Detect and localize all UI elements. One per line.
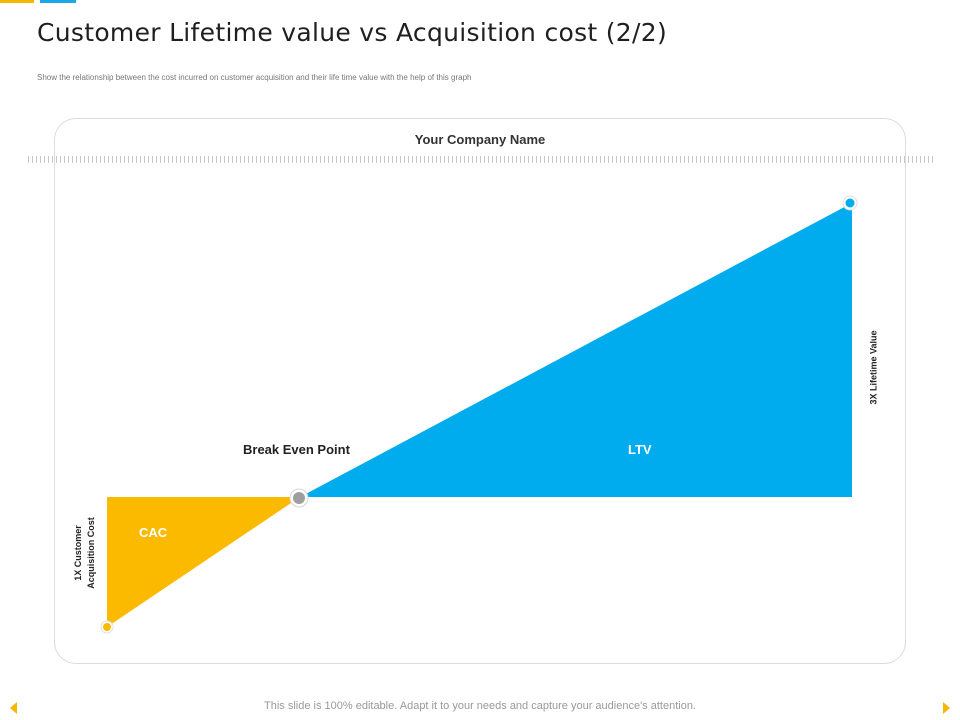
triangle-right-icon[interactable] — [943, 702, 950, 714]
triangle-left-icon[interactable] — [10, 702, 17, 714]
cac-axis-label-line2: Acquisition Cost — [86, 517, 96, 589]
cac-triangle — [107, 497, 300, 627]
page-subtitle: Show the relationship between the cost i… — [37, 73, 472, 82]
ltv-axis-label: 3X Lifetime Value — [868, 330, 879, 405]
page-title: Customer Lifetime value vs Acquisition c… — [37, 18, 667, 47]
diagram-panel — [54, 118, 906, 664]
break-even-label: Break Even Point — [243, 442, 350, 457]
cac-label: CAC — [139, 525, 168, 540]
cac-axis-label-line1: 1X Customer — [73, 525, 83, 581]
cac-axis-label: 1X Customer Acquisition Cost — [72, 508, 98, 598]
cac-marker — [100, 620, 114, 634]
dotted-divider — [28, 156, 934, 163]
break-even-marker — [289, 488, 309, 508]
company-name: Your Company Name — [414, 132, 546, 147]
accent-bar-yellow — [0, 0, 34, 3]
ltv-triangle — [300, 203, 852, 497]
ltv-marker — [842, 195, 858, 211]
ltv-label: LTV — [628, 442, 652, 457]
accent-bar-blue — [40, 0, 76, 3]
footer-note: This slide is 100% editable. Adapt it to… — [264, 700, 696, 712]
